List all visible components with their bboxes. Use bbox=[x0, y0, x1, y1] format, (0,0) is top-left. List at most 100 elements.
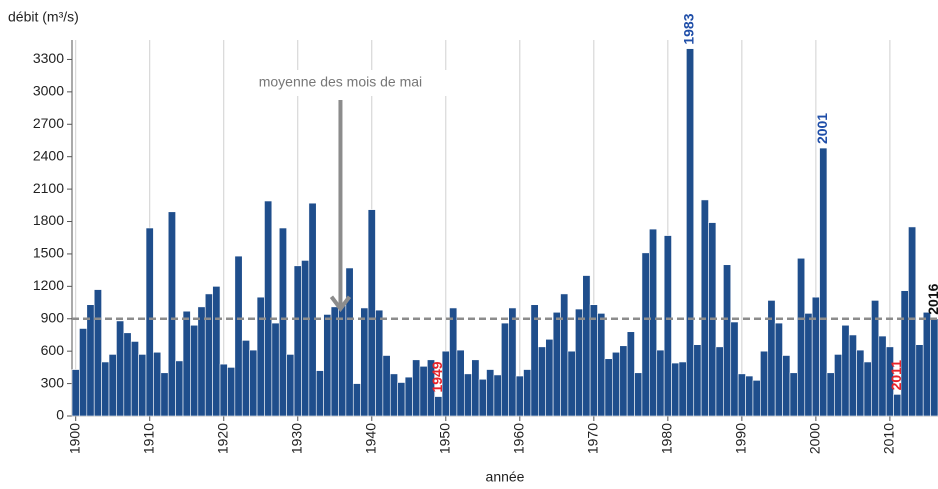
y-tick-label: 3000 bbox=[33, 83, 64, 99]
bar bbox=[449, 307, 458, 417]
bar bbox=[634, 372, 643, 417]
bar bbox=[908, 226, 917, 417]
bar bbox=[234, 255, 243, 417]
bar bbox=[604, 358, 613, 417]
y-tick-label: 2400 bbox=[33, 147, 64, 163]
bar bbox=[293, 265, 302, 417]
bar bbox=[915, 344, 924, 417]
bar bbox=[404, 376, 413, 417]
bar bbox=[360, 307, 369, 417]
bar bbox=[619, 345, 628, 417]
x-tick-label: 1940 bbox=[362, 423, 378, 454]
bar bbox=[352, 383, 361, 417]
bar bbox=[560, 293, 569, 417]
x-tick-label: 1970 bbox=[585, 423, 601, 454]
bar bbox=[138, 354, 147, 417]
bar bbox=[315, 370, 324, 417]
bar bbox=[249, 349, 258, 417]
bar bbox=[508, 307, 517, 417]
year-annotation: 2016 bbox=[925, 283, 938, 314]
bar bbox=[190, 324, 199, 417]
x-tick-label: 2010 bbox=[881, 423, 897, 454]
bar bbox=[649, 228, 658, 417]
bar bbox=[523, 369, 532, 417]
x-axis-title: année bbox=[486, 469, 525, 485]
bar bbox=[811, 296, 820, 417]
bar bbox=[227, 367, 236, 417]
bar bbox=[434, 396, 443, 417]
bar bbox=[308, 202, 317, 417]
bar bbox=[256, 296, 265, 417]
bar bbox=[71, 369, 80, 417]
bar bbox=[397, 382, 406, 417]
bar bbox=[686, 48, 695, 417]
x-tick-label: 1980 bbox=[659, 423, 675, 454]
bar bbox=[182, 310, 191, 417]
bar bbox=[286, 354, 295, 417]
bar bbox=[167, 211, 176, 417]
bar bbox=[301, 260, 310, 417]
x-tick-label: 1990 bbox=[733, 423, 749, 454]
bar bbox=[730, 321, 739, 417]
bar bbox=[278, 227, 287, 417]
bar bbox=[101, 361, 110, 417]
bar bbox=[197, 306, 206, 417]
bar bbox=[575, 308, 584, 417]
bar bbox=[545, 338, 554, 417]
bar bbox=[271, 322, 280, 417]
y-tick-label: 1800 bbox=[33, 212, 64, 228]
y-tick-label: 900 bbox=[41, 309, 65, 325]
x-tick-label: 2000 bbox=[807, 423, 823, 454]
year-annotation: 1983 bbox=[681, 13, 697, 44]
bar bbox=[641, 252, 650, 417]
bar bbox=[86, 304, 95, 417]
bar bbox=[367, 209, 376, 417]
y-tick-label: 0 bbox=[56, 407, 64, 423]
bar bbox=[338, 304, 347, 417]
bar bbox=[412, 359, 421, 417]
bar bbox=[745, 375, 754, 417]
bar bbox=[900, 290, 909, 417]
bar bbox=[878, 335, 887, 417]
bar bbox=[826, 372, 835, 417]
bar bbox=[597, 313, 606, 417]
bar bbox=[848, 334, 857, 417]
bar bbox=[130, 341, 139, 417]
bar bbox=[500, 322, 510, 417]
x-tick-label: 1950 bbox=[436, 423, 452, 454]
bar bbox=[552, 311, 561, 417]
bar bbox=[612, 351, 621, 417]
y-axis-title: débit (m³/s) bbox=[8, 9, 79, 25]
bar bbox=[663, 235, 672, 417]
bar bbox=[893, 394, 902, 417]
bar bbox=[567, 350, 576, 417]
bar bbox=[241, 340, 250, 417]
bar bbox=[671, 362, 680, 417]
bar bbox=[737, 373, 746, 417]
arrow-head bbox=[329, 295, 352, 313]
bar bbox=[123, 332, 132, 417]
bar bbox=[145, 227, 154, 417]
y-tick-label: 1200 bbox=[33, 277, 64, 293]
bar bbox=[212, 286, 221, 417]
bar bbox=[530, 304, 539, 417]
year-annotation: 2001 bbox=[814, 113, 830, 144]
bar bbox=[160, 372, 169, 417]
bar bbox=[375, 309, 384, 417]
y-tick-label: 600 bbox=[41, 342, 65, 358]
y-tick-label: 300 bbox=[41, 374, 65, 390]
y-tick-label: 2100 bbox=[33, 180, 64, 196]
bar bbox=[389, 373, 398, 417]
bar bbox=[760, 350, 769, 417]
bar bbox=[819, 147, 828, 417]
bar bbox=[93, 289, 102, 417]
bar bbox=[582, 275, 591, 417]
x-tick-label: 1920 bbox=[214, 423, 230, 454]
bar bbox=[463, 373, 472, 417]
year-annotation: 2011 bbox=[888, 360, 904, 391]
bar bbox=[626, 331, 635, 417]
bar bbox=[841, 324, 850, 417]
year-annotation: 1949 bbox=[429, 361, 445, 392]
bar bbox=[782, 355, 791, 417]
